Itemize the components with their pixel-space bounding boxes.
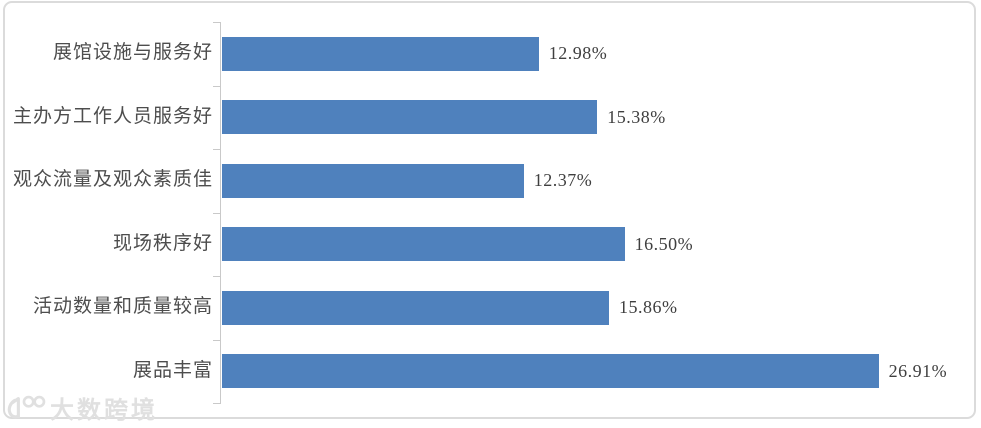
bar	[222, 36, 539, 71]
watermark-logo-icon	[7, 395, 46, 419]
value-label: 12.98%	[548, 43, 608, 64]
value-label: 16.50%	[634, 233, 694, 254]
category-label: 主办方工作人员服务好	[12, 105, 213, 127]
value-label: 15.38%	[607, 106, 666, 127]
bar-row: 展品丰富 26.91%	[0, 340, 981, 404]
axis-tick	[213, 22, 221, 23]
bar	[222, 290, 609, 325]
axis-tick	[213, 149, 221, 150]
category-label: 观众流量及观众素质佳	[12, 169, 213, 191]
bar	[222, 227, 625, 262]
axis-tick	[213, 339, 221, 341]
category-label: 展馆设施与服务好	[52, 42, 213, 64]
axis-tick	[213, 212, 221, 214]
bar-row: 展馆设施与服务好 12.98%	[0, 22, 981, 86]
axis-tick	[213, 276, 221, 277]
axis-tick	[213, 403, 221, 404]
bar	[222, 163, 524, 198]
value-label: 26.91%	[888, 360, 948, 381]
watermark: 大数跨境	[5, 390, 158, 425]
bar	[222, 354, 879, 389]
chart-border	[3, 1, 976, 419]
bar-row: 现场秩序好 16.50%	[0, 213, 981, 277]
category-label: 展品丰富	[132, 359, 213, 381]
plot-area: 展馆设施与服务好 12.98% 主办方工作人员服务好 15.38% 观众流量及观…	[0, 22, 981, 403]
bar	[222, 100, 598, 135]
value-label: 15.86%	[619, 297, 678, 318]
bar-row: 活动数量和质量较高 15.86%	[0, 276, 981, 340]
watermark-text: 大数跨境	[50, 397, 158, 424]
bar-row: 主办方工作人员服务好 15.38%	[0, 86, 981, 150]
bar-row: 观众流量及观众素质佳 12.37%	[0, 149, 981, 213]
value-label: 12.37%	[533, 170, 593, 191]
axis-tick	[213, 85, 221, 87]
category-label: 活动数量和质量较高	[32, 296, 213, 318]
category-label: 现场秩序好	[112, 232, 213, 254]
